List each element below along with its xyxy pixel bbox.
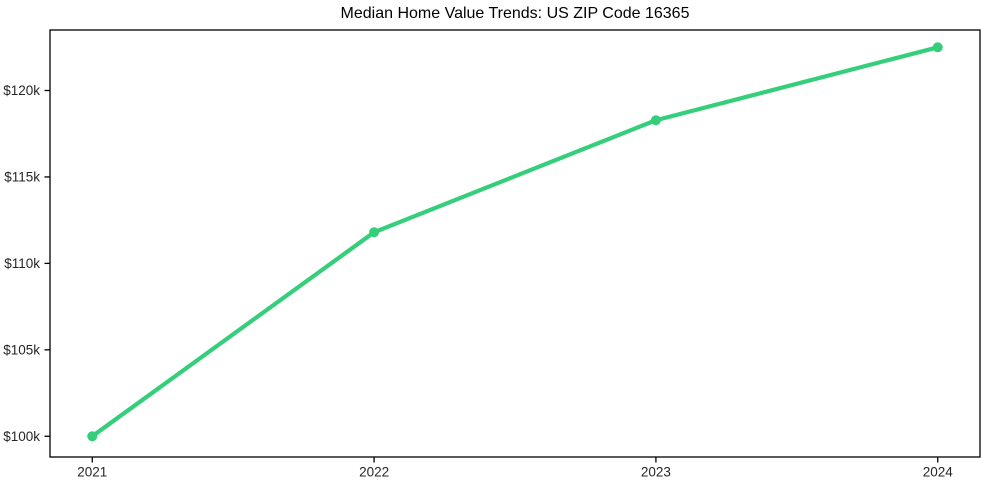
x-tick-label: 2022 bbox=[359, 465, 389, 480]
y-tick-label: $115k bbox=[4, 169, 40, 184]
y-tick-label: $105k bbox=[3, 342, 40, 357]
y-tick-label: $100k bbox=[3, 429, 40, 444]
x-tick-label: 2023 bbox=[641, 465, 671, 480]
trend-line bbox=[90, 45, 940, 439]
y-tick-label: $120k bbox=[3, 83, 40, 98]
data-point-marker bbox=[650, 115, 661, 126]
chart-title: Median Home Value Trends: US ZIP Code 16… bbox=[340, 5, 690, 22]
x-tick-label: 2021 bbox=[77, 465, 107, 480]
data-point-marker bbox=[369, 227, 380, 238]
data-point-marker bbox=[932, 42, 943, 53]
y-tick-label: $110k bbox=[4, 256, 40, 271]
x-tick-label: 2024 bbox=[923, 465, 954, 480]
data-point-marker bbox=[87, 431, 98, 442]
plot-frame bbox=[49, 29, 981, 458]
